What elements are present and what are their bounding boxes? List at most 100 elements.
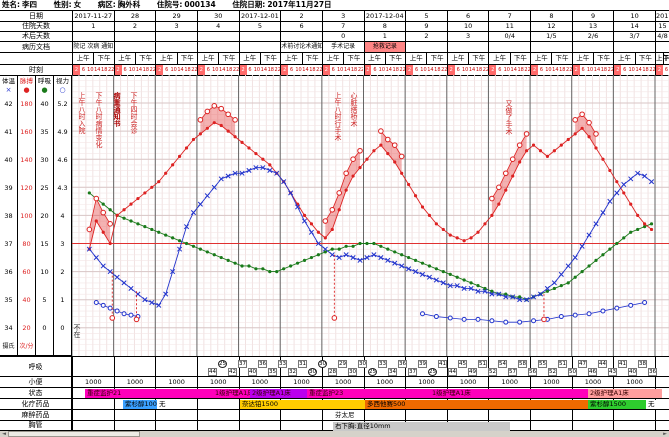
chemo-row-bar[interactable]: 奈达铂1500 <box>240 400 365 409</box>
chemo-row-bar[interactable]: 多西他赛500 <box>365 400 588 409</box>
chemo-row-bar[interactable]: 无 <box>646 400 662 409</box>
hour-tick: 22 <box>316 67 322 73</box>
respiration-value: 41 <box>618 360 627 368</box>
status-row-bar[interactable]: 重症监护23 <box>307 389 430 398</box>
documents-row-cell[interactable]: 手术记录 <box>321 42 364 52</box>
respiration-row-cell <box>530 357 572 376</box>
pm-label: 下午 <box>593 53 613 64</box>
status-row-bar[interactable]: 2级护理A1床 <box>588 389 662 398</box>
hour-tick: 18 <box>267 67 274 73</box>
admission-no-label: 住院号: <box>156 0 183 9</box>
postop-days-row-cell <box>238 32 281 41</box>
documents-row-cell <box>488 42 530 52</box>
respiration-value: 55 <box>538 360 547 368</box>
postop-days-row-cell: 2 <box>405 32 447 41</box>
hour-tick: 14 <box>94 67 101 73</box>
scale-tick: 20 <box>22 324 31 333</box>
pm-label: 下午 <box>426 53 446 64</box>
am-label: 上午 <box>326 54 340 62</box>
hour-tick: 22 <box>149 67 156 73</box>
urine-row-cell: 1000 <box>321 377 364 387</box>
respiration-row-cell <box>113 357 156 376</box>
scale-title: 体温 <box>2 77 15 85</box>
documents-row-cell[interactable]: 抢救记录 <box>363 42 406 52</box>
scale-tick: 36 <box>4 268 13 277</box>
scale-tick: 35 <box>4 296 13 305</box>
respiration-value: 30 <box>358 360 367 368</box>
respiration-row-cell <box>571 357 614 376</box>
scroll-right-arrow[interactable]: ► <box>663 431 667 437</box>
date-row-cell: 28 <box>113 11 156 21</box>
respiration-value: 36 <box>258 360 267 368</box>
hour-tick: 14 <box>552 67 559 73</box>
date-row-cell: 5 <box>405 11 447 21</box>
postop-days-row-cell: 3/7 <box>613 32 655 41</box>
chart-annotation: 心脏搭桥术 <box>350 92 358 127</box>
status-row-bar[interactable]: 2级护理A1床 <box>250 389 307 398</box>
respiration-value: 54 <box>498 360 507 368</box>
anesthesia-row-cell <box>655 410 669 420</box>
hour-tick: 6 <box>581 67 585 73</box>
scroll-thumb[interactable] <box>8 431 140 437</box>
scale-tick: 60 <box>22 268 31 277</box>
documents-row: 病历文档 院记 次病 通知 术前讨论术通知 手术记录 抢救记录 <box>0 42 669 53</box>
am-label: 上午 <box>368 54 382 62</box>
status-row-bar[interactable]: 1级护理A1床 <box>430 389 588 398</box>
respiration-value: 25 <box>428 368 437 376</box>
urine-row-label: 小便 <box>0 377 72 387</box>
chemo-row-bar[interactable]: 无 <box>157 400 175 409</box>
pm-label: 下午 <box>662 53 669 64</box>
vital-signs-chart <box>72 75 669 356</box>
header-table: 日期 2017-11-27 28 29 30 2017-12-01 2 3 2017-12-04… <box>0 10 669 76</box>
respiration-row-cell <box>488 357 530 376</box>
status-row: 状态 重症监护21 1级护理A1床 2级护理A1床 重症监护23 1级护理A1床 2级护理A… <box>0 388 669 399</box>
postop-days-row-cell: 1/5 <box>530 32 572 41</box>
chemo-row-bar[interactable]: 紫杉醇1000 <box>123 400 157 409</box>
pm-label: 下午 <box>301 53 322 64</box>
hour-tick: 10 <box>503 67 510 73</box>
scale-tick: 3 <box>60 240 65 248</box>
status-row-bar[interactable]: 重症监护21 <box>85 389 213 398</box>
chemo-row-cell <box>113 399 156 409</box>
respiration-value: 47 <box>578 360 587 368</box>
scale-tick: 10 <box>40 268 49 277</box>
am-label: 上午 <box>534 54 548 62</box>
ampm-row-cell: 上午下午 <box>488 53 530 64</box>
am-label: 上午 <box>576 54 590 62</box>
ward-label: 病区: <box>97 0 116 9</box>
hour-tick: 10 <box>586 67 594 73</box>
hour-tick: 2 <box>447 65 455 75</box>
hour-tick: 2 <box>73 65 80 75</box>
horizontal-scrollbar[interactable]: ◄ ► <box>0 431 669 437</box>
scale-tick: 42 <box>4 99 13 108</box>
hour-tick: 2 <box>572 65 580 75</box>
chemo-row-bar[interactable]: 紫杉醇1500 <box>588 400 646 409</box>
hour-tick: 10 <box>378 67 386 73</box>
anesthesia-row-bar[interactable]: 芬太尼 <box>333 411 362 420</box>
time-row: 时刻26101418222610141822261014182226101418… <box>0 65 669 76</box>
scroll-left-arrow[interactable]: ◄ <box>2 431 6 437</box>
hospital-days-row: 住院天数 1 2 3 4 5 6 7 8 9 10 11 12 13 14 15 <box>0 22 669 32</box>
respiration-value: 33 <box>278 360 287 368</box>
date-row-cell: 9 <box>571 11 614 21</box>
date-row-cell: 2 <box>280 11 322 21</box>
scale-tick: 4 <box>60 211 65 220</box>
scale-tick: 0 <box>60 324 65 333</box>
respiration-value: 37 <box>238 360 247 368</box>
ampm-row-cell: 上午下午 <box>446 53 489 64</box>
urine-row-cell: 1000 <box>571 377 614 387</box>
chest-tube-row-bar[interactable]: 右下胸:直径10mm <box>333 422 510 431</box>
respiration-value: 50 <box>568 368 577 376</box>
hour-tick: 22 <box>649 67 655 73</box>
hour-tick: 14 <box>302 67 309 73</box>
status-row-bar[interactable]: 1级护理A1床 <box>213 389 250 398</box>
hour-tick: 18 <box>600 67 608 73</box>
respiration-value: 30 <box>308 368 317 376</box>
hospital-days-row-cell: 8 <box>363 22 406 31</box>
anesthesia-row-cell <box>571 410 614 420</box>
ampm-row-cell: 上午下午 <box>72 53 114 64</box>
